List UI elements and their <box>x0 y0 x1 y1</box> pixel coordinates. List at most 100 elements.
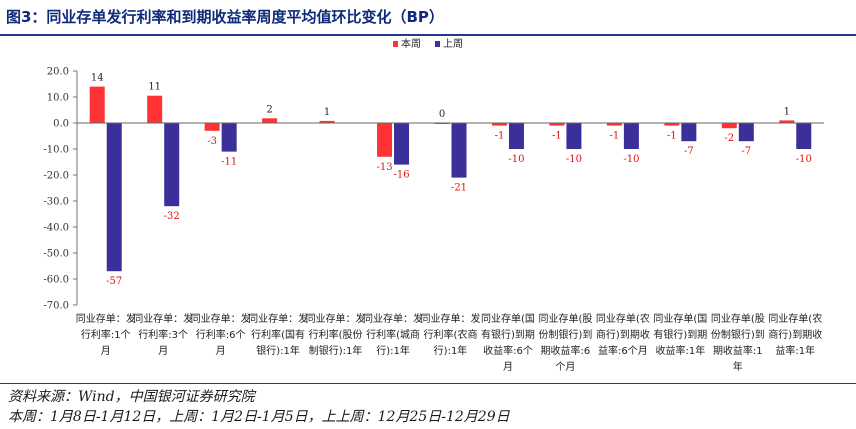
data-label: 14 <box>91 73 104 84</box>
x-category-label: 份制银行)到 <box>538 328 592 341</box>
x-category-label: 益率:6个月 <box>598 344 648 357</box>
x-category-label: 有银行)到期 <box>653 328 707 341</box>
data-label: -13 <box>376 162 392 173</box>
data-label: -1 <box>495 131 505 142</box>
x-category-label: 行利率(股份 <box>309 328 363 341</box>
x-category-label: 收益率:6个 <box>483 344 533 357</box>
bar-last-week <box>738 123 754 142</box>
data-label: 0 <box>439 109 445 120</box>
data-label: 1 <box>784 106 790 117</box>
bar-last-week <box>451 123 467 178</box>
bar-this-week <box>377 123 393 157</box>
bar-this-week <box>491 123 507 126</box>
data-label: -1 <box>667 131 677 142</box>
x-category-label: 同业存单(农 <box>596 312 650 325</box>
x-category-label: 有银行)到期 <box>481 328 535 341</box>
data-label: 11 <box>148 82 161 93</box>
x-category-label: 行):1年 <box>434 344 468 357</box>
x-category-label: 个月 <box>555 361 575 373</box>
data-label: -7 <box>741 146 751 157</box>
data-label: -16 <box>393 170 409 181</box>
source-note: 资料来源：Wind，中国银河证券研究院 <box>8 389 255 405</box>
data-label: -1 <box>610 131 620 142</box>
bar-this-week <box>204 123 220 131</box>
x-category-label: 同业存单：发 <box>191 312 251 325</box>
bar-last-week <box>221 123 237 152</box>
data-label: 1 <box>324 107 330 118</box>
bar-last-week <box>796 123 812 149</box>
x-category-label: 同业存单(股 <box>538 312 592 325</box>
bar-this-week <box>319 120 335 123</box>
x-category-label: 同业存单(国 <box>653 312 707 325</box>
x-category-label: 收益率:1年 <box>655 344 705 357</box>
x-category-label: 同业存单：发 <box>421 312 481 325</box>
bar-this-week <box>549 123 565 126</box>
x-category-label: 月 <box>216 345 226 357</box>
data-label: -7 <box>684 146 694 157</box>
bar-this-week <box>779 120 795 123</box>
data-label: -1 <box>552 131 562 142</box>
y-tick-label: -60.0 <box>43 275 69 286</box>
x-category-label: 益率:1年 <box>775 344 815 357</box>
data-label: -10 <box>623 154 639 165</box>
bar-chart: 20.0 10.0 0.0 -10.0 -20.0 -30.0 -40.0 -50.0 -60.… <box>43 37 824 373</box>
data-label: -10 <box>796 154 812 165</box>
x-category-label: 行):1年 <box>376 344 410 357</box>
legend-label-last-week: 上周 <box>443 38 463 50</box>
x-category-label: 商行)到期收 <box>596 328 650 341</box>
x-category-label: 行利率(城商 <box>366 328 420 341</box>
x-category-label: 行利率(农商 <box>424 328 478 341</box>
bar-last-week <box>623 123 639 149</box>
x-category-label: 月 <box>503 361 513 373</box>
y-tick-label: 20.0 <box>47 67 69 78</box>
bar-last-week <box>508 123 524 149</box>
x-category-label: 同业存单(股 <box>711 312 765 325</box>
data-label: -2 <box>724 133 734 144</box>
x-category-label: 行利率:1个 <box>81 328 131 341</box>
data-label: -32 <box>164 211 180 222</box>
y-tick-label: 0.0 <box>53 119 69 130</box>
x-category-label: 同业存单：发 <box>363 312 423 325</box>
y-tick-label: -50.0 <box>43 249 69 260</box>
legend-swatch-last-week <box>435 41 440 47</box>
bar-this-week <box>606 123 622 126</box>
x-category-label: 制银行):1年 <box>309 344 363 357</box>
x-category-label: 同业存单：发 <box>248 312 308 325</box>
period-note: 本周：1月8日-1月12日，上周：1月2日-1月5日，上上周：12月25日-12… <box>8 409 510 425</box>
x-category-label: 行利率:6个 <box>196 328 246 341</box>
x-category-label: 月 <box>101 345 111 357</box>
data-label: 2 <box>266 104 272 115</box>
x-category-label: 同业存单：发 <box>76 312 136 325</box>
data-label: -57 <box>106 276 122 287</box>
x-category-label: 月 <box>158 345 168 357</box>
y-tick-label: -20.0 <box>43 171 69 182</box>
x-category-label: 期收益率:1 <box>713 344 763 357</box>
data-label: -10 <box>508 154 524 165</box>
x-category-label: 行利率:3个 <box>138 328 188 341</box>
bar-this-week <box>147 95 163 123</box>
bar-last-week <box>164 123 180 207</box>
bar-this-week <box>721 123 737 129</box>
bar-this-week <box>262 118 278 123</box>
bar-this-week <box>664 123 680 126</box>
bar-last-week <box>394 123 410 165</box>
bar-last-week <box>106 123 122 272</box>
data-label: -3 <box>207 136 217 147</box>
y-tick-label: -10.0 <box>43 145 69 156</box>
x-category-label: 同业存单：发 <box>306 312 366 325</box>
y-tick-label: 10.0 <box>47 93 69 104</box>
x-category-label: 银行):1年 <box>256 344 300 357</box>
bar-this-week <box>89 86 105 123</box>
x-category-label: 商行)到期收 <box>768 328 822 341</box>
x-category-label: 年 <box>733 360 743 373</box>
data-label: -10 <box>566 154 582 165</box>
x-category-label: 期收益率:6 <box>541 344 591 357</box>
x-category-label: 同业存单：发 <box>133 312 193 325</box>
y-tick-label: -70.0 <box>43 301 69 312</box>
chart-title: 图3：同业存单发行利率和到期收益率周度平均值环比变化（BP） <box>6 8 444 26</box>
y-tick-label: -30.0 <box>43 197 69 208</box>
data-label: -11 <box>221 157 237 168</box>
legend-label-this-week: 本周 <box>401 37 421 50</box>
y-tick-label: -40.0 <box>43 223 69 234</box>
data-label: -21 <box>451 183 467 194</box>
